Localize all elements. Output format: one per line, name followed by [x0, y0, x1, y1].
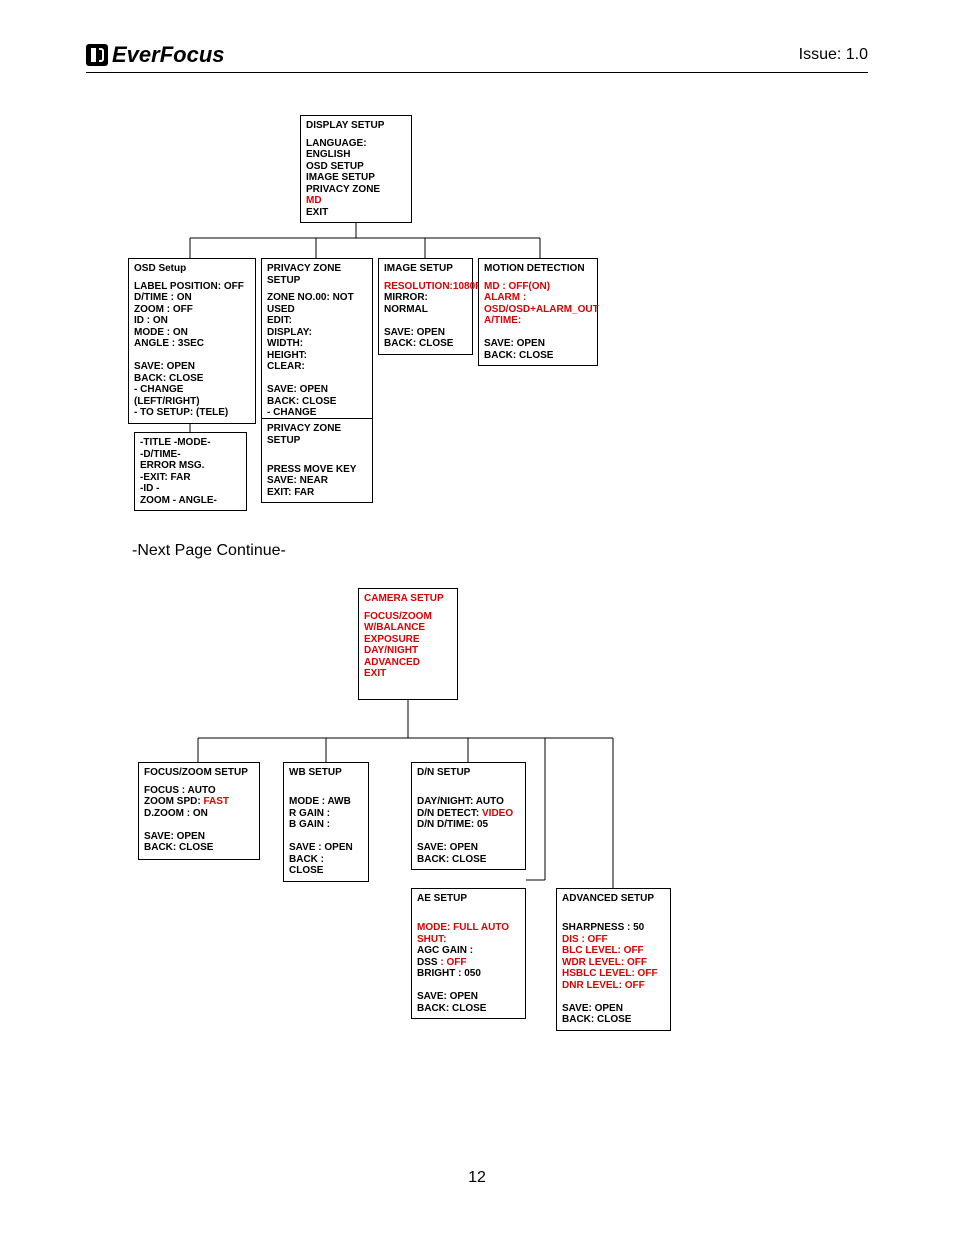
advanced-setup-box: ADVANCED SETUP SHARPNESS : 50DIS : OFFBL… [556, 888, 671, 1031]
dn-setup-box: D/N SETUP DAY/NIGHT: AUTOD/N DETECT: VID… [411, 762, 526, 870]
focus-zoom-box: FOCUS/ZOOM SETUPFOCUS : AUTOZOOM SPD: FA… [138, 762, 260, 860]
wb-setup-box: WB SETUP MODE : AWBR GAIN :B GAIN : SAVE… [283, 762, 369, 882]
connector-lines [0, 0, 954, 1235]
ae-setup-box: AE SETUP MODE: FULL AUTOSHUT:AGC GAIN :D… [411, 888, 526, 1019]
page-header: EverFocus Issue: 1.0 [86, 42, 868, 73]
display-setup-box: DISPLAY SETUPLANGUAGE: ENGLISHOSD SETUPI… [300, 115, 412, 223]
brand-icon [86, 44, 108, 66]
page: EverFocus Issue: 1.0 DISPLAY SETUPLANGUA… [0, 0, 954, 1235]
issue-label: Issue: 1.0 [799, 46, 868, 64]
osd-sub-box: -TITLE -MODE- -D/TIME-ERROR MSG.-EXIT: F… [134, 432, 247, 511]
image-setup-box: IMAGE SETUPRESOLUTION:1080PMIRROR: NORMA… [378, 258, 473, 355]
osd-setup-box: OSD SetupLABEL POSITION: OFFD/TIME : ONZ… [128, 258, 256, 424]
page-number: 12 [0, 1169, 954, 1187]
next-page-label: -Next Page Continue- [132, 542, 286, 560]
brand: EverFocus [86, 42, 225, 68]
brand-text: EverFocus [112, 42, 225, 68]
privacy-zone-box: PRIVACY ZONE SETUPZONE NO.00: NOT USEDED… [261, 258, 373, 435]
camera-setup-box: CAMERA SETUPFOCUS/ZOOMW/BALANCEEXPOSURED… [358, 588, 458, 700]
privacy-sub-box: PRIVACY ZONE SETUP PRESS MOVE KEYSAVE: N… [261, 418, 373, 503]
motion-detection-box: MOTION DETECTIONMD : OFF(ON)ALARM : OSD/… [478, 258, 598, 366]
